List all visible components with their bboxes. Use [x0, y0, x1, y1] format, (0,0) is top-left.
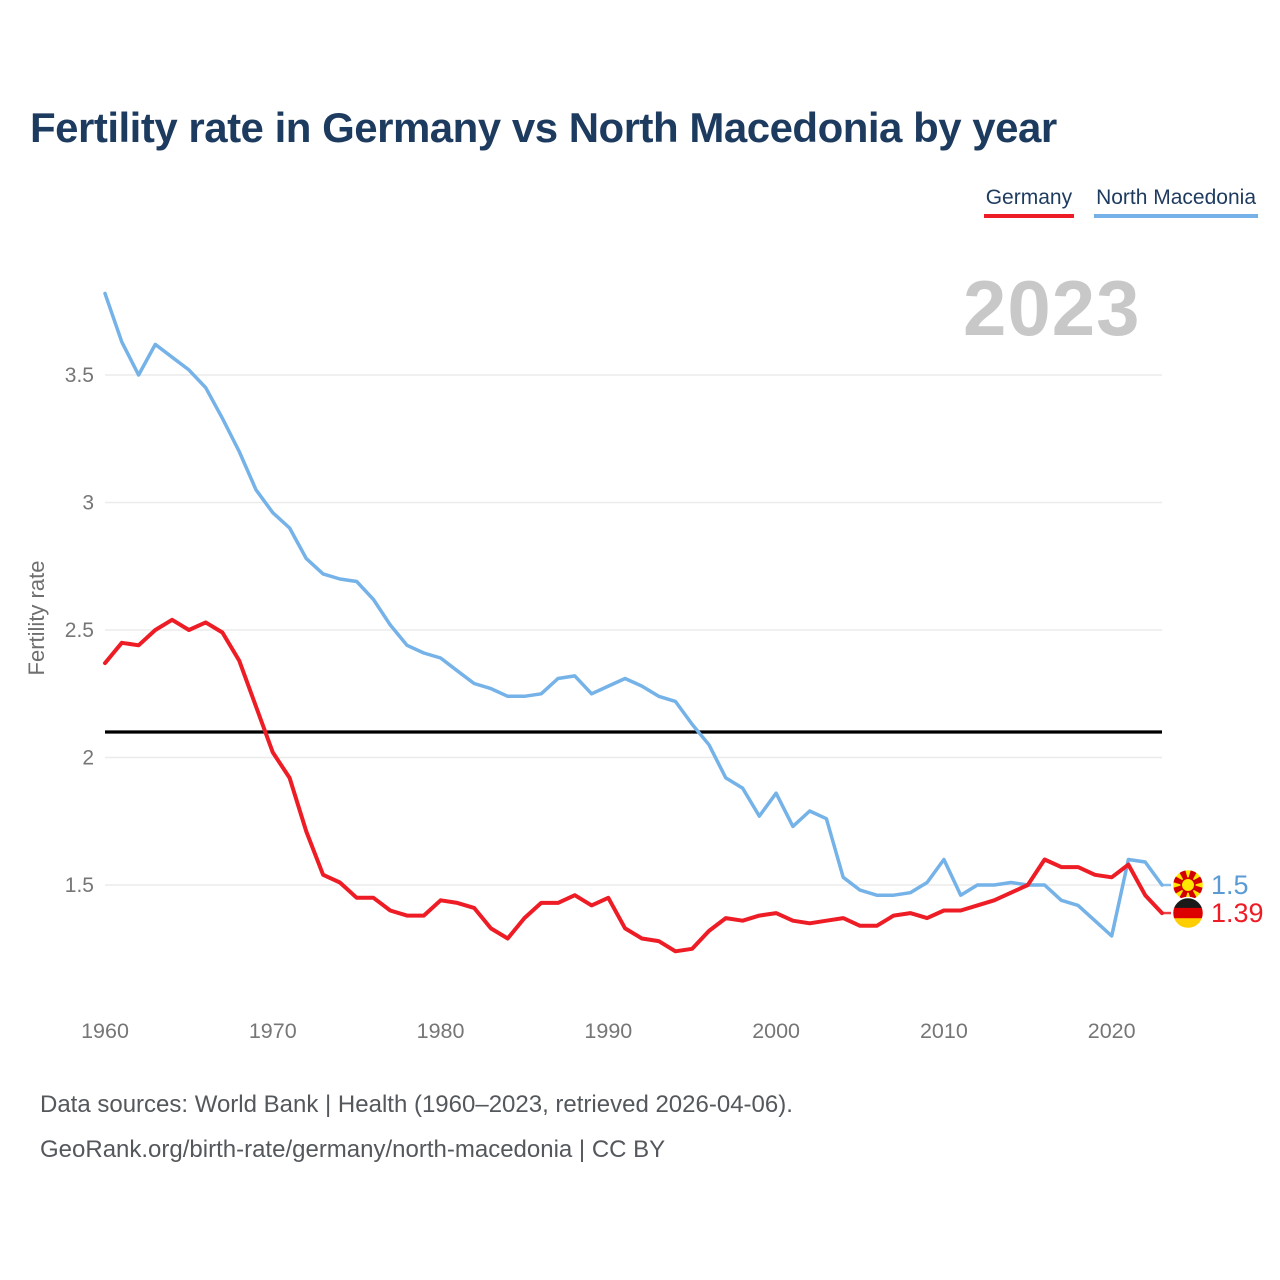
- x-tick-label: 1970: [249, 1019, 297, 1043]
- x-tick-label: 2010: [920, 1019, 968, 1043]
- y-axis-label: Fertility rate: [24, 561, 49, 676]
- legend: Germany North Macedonia: [983, 186, 1258, 218]
- north-macedonia-end-value-label: 1.5: [1211, 870, 1249, 900]
- germany-series-line: [103, 617, 1164, 954]
- footer-sources: Data sources: World Bank | Health (1960–…: [40, 1091, 793, 1118]
- x-tick-label: 1980: [417, 1019, 465, 1043]
- footer-attribution: GeoRank.org/birth-rate/germany/north-mac…: [40, 1136, 666, 1163]
- germany-flag-ring: [1171, 896, 1205, 930]
- germany-flag-icon: [1172, 897, 1204, 929]
- y-tick-label: 1.5: [65, 874, 94, 897]
- year-watermark: 2023: [963, 264, 1141, 352]
- y-tick-label: 2: [82, 747, 94, 770]
- x-tick-label: 1990: [584, 1019, 632, 1043]
- page-title: Fertility rate in Germany vs North Maced…: [30, 104, 1057, 151]
- x-tick-label: 2000: [752, 1019, 800, 1043]
- y-tick-label: 2.5: [65, 619, 94, 642]
- x-tick-label: 2020: [1088, 1019, 1136, 1043]
- legend-item-north-macedonia[interactable]: North Macedonia: [1094, 186, 1258, 218]
- legend-item-germany[interactable]: Germany: [983, 186, 1075, 218]
- y-tick-label: 3: [82, 492, 94, 515]
- x-tick-label: 1960: [81, 1019, 129, 1043]
- y-tick-label: 3.5: [65, 364, 94, 387]
- germany-end-value-label: 1.39: [1211, 898, 1264, 928]
- north-macedonia-series-line: [103, 291, 1164, 938]
- footer: Data sources: World Bank | Health (1960–…: [40, 1082, 793, 1172]
